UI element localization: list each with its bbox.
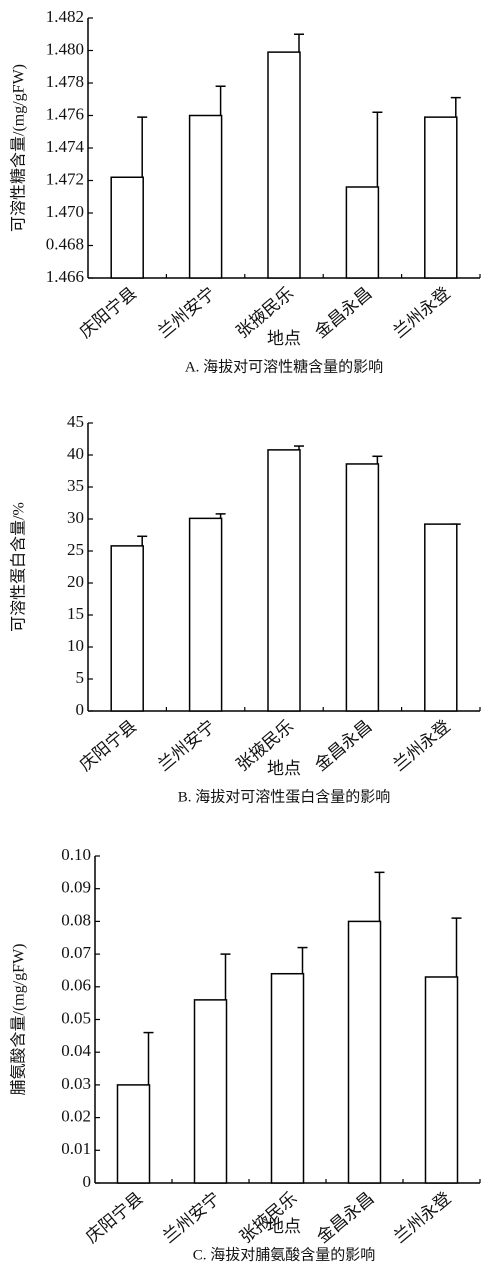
y-tick-label: 0.03 [61,1074,91,1093]
y-tick-label: 0.04 [61,1041,91,1060]
y-tick-label: 0 [76,700,85,719]
y-tick-label: 25 [67,540,84,559]
x-tick-label: 庆阳宁县 [76,284,140,342]
bar [347,920,382,1184]
x-tick-label: 兰州安宁 [159,1189,223,1247]
y-tick-label: 40 [67,444,84,463]
bar [188,517,223,712]
y-tick-label: 1.480 [46,39,84,58]
y-tick-label: 1.470 [46,202,84,221]
x-tick-label: 庆阳宁县 [82,1189,146,1247]
bar [110,545,144,712]
bar [116,1084,151,1184]
y-tick-label: 15 [67,604,84,623]
y-axis-title: 脯氨酸含量/(mg/gFW) [10,944,28,1096]
bar [110,176,144,279]
x-tick-label: 金昌永昌 [313,1189,377,1247]
bar [424,523,458,712]
x-axis-title: 地点 [267,759,301,778]
caption: C. 海拔对脯氨酸含量的影响 [193,1246,376,1263]
y-axis-title: 可溶性蛋白含量/% [10,502,28,632]
x-axis-title: 地点 [267,1217,301,1236]
x-tick-label: 兰州永登 [390,717,454,775]
x-tick-label: 金昌永昌 [311,284,375,342]
y-tick-label: 1.472 [46,169,84,188]
y-tick-label: 0.468 [46,234,84,253]
y-tick-label: 1.474 [46,137,85,156]
bar [267,51,301,279]
y-tick-label: 0.05 [61,1008,91,1027]
y-tick-label: 0.09 [61,878,91,897]
x-tick-label: 兰州永登 [390,1189,454,1247]
y-tick-label: 1.482 [46,7,84,26]
bar [193,999,228,1184]
x-tick-label: 金昌永昌 [311,717,375,775]
y-tick-label: 0.02 [61,1107,91,1126]
caption: A. 海拔对可溶性糖含量的影响 [185,358,383,375]
y-tick-label: 5 [76,668,85,687]
y-axis-title: 可溶性糖含量/(mg/gFW) [10,64,28,232]
y-tick-label: 0.01 [61,1139,91,1158]
y-tick-label: 30 [67,508,84,527]
bar [424,976,459,1184]
y-tick-label: 20 [67,572,84,591]
y-tick-label: 0.06 [61,976,91,995]
x-axis-title: 地点 [267,329,301,348]
bar [345,463,380,712]
x-tick-label: 庆阳宁县 [76,717,140,775]
bar [267,449,301,712]
y-tick-label: 0.08 [61,910,91,929]
y-tick-label: 45 [67,412,84,431]
bar [424,116,458,279]
y-tick-label: 10 [67,636,84,655]
y-tick-label: 1.478 [46,72,84,91]
y-tick-label: 35 [67,476,84,495]
bar [345,186,380,279]
y-tick-label: 0.10 [61,845,91,864]
y-tick-label: 1.476 [46,104,84,123]
y-tick-label: 0.07 [61,943,91,962]
bar [188,114,223,279]
bar [270,972,305,1184]
x-tick-label: 兰州永登 [390,284,454,342]
x-tick-label: 兰州安宁 [154,717,218,775]
x-tick-label: 兰州安宁 [154,284,218,342]
y-tick-label: 1.466 [46,267,84,286]
caption: B. 海拔对可溶性蛋白含量的影响 [178,788,391,805]
y-tick-label: 0 [83,1172,92,1191]
